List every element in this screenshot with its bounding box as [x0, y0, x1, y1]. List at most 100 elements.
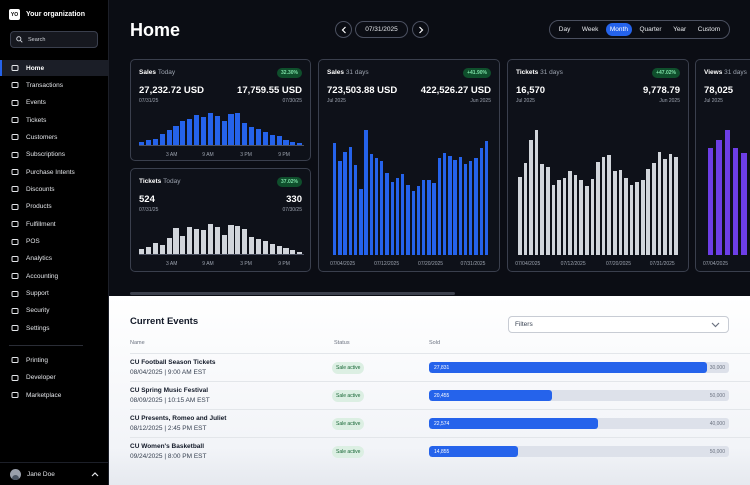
current-events-section: Current Events Filters Name Status Sold … [109, 296, 750, 485]
horizontal-scrollbar[interactable] [130, 292, 455, 295]
user-menu[interactable]: Jane Doe [0, 462, 108, 485]
column-header-status[interactable]: Status [334, 340, 350, 346]
sidebar-item-home[interactable]: Home [0, 60, 108, 76]
chart-bar [283, 139, 289, 145]
next-date-button[interactable] [412, 21, 429, 38]
sidebar-item-events[interactable]: Events [0, 95, 108, 111]
prev-date-button[interactable] [335, 21, 352, 38]
tickets-31-days-card[interactable]: Tickets 31 days +47.02% 16,570 9,778.79 … [507, 59, 689, 272]
chart-bar [166, 129, 172, 145]
sidebar-item-tickets[interactable]: Tickets [0, 112, 108, 128]
sidebar-item-pos[interactable]: POS [0, 234, 108, 250]
search-input[interactable]: Search [10, 31, 98, 48]
sidebar-item-customers[interactable]: Customers [0, 129, 108, 145]
table-row[interactable]: CU Spring Music Festival 08/09/2025 | 10:… [130, 381, 750, 409]
column-header-name[interactable]: Name [130, 340, 145, 346]
sidebar-item-label: Security [26, 307, 50, 315]
column-header-sold[interactable]: Sold [429, 340, 441, 346]
sidebar-item-developer[interactable]: Developer [0, 370, 108, 386]
chart-bar [458, 157, 462, 255]
chart-bar [380, 160, 384, 255]
range-month[interactable]: Month [605, 23, 632, 36]
current-date: Jul 2025 [704, 98, 723, 104]
views-31-days-card[interactable]: Views 31 days 78,025 Jul 2025 07/04/2025 [695, 59, 750, 272]
sidebar-item-label: POS [26, 238, 40, 245]
icon-wrap [11, 356, 19, 364]
section-title: Current Events [130, 316, 199, 327]
sidebar-item-purchase-intents[interactable]: Purchase Intents [0, 164, 108, 180]
range-day[interactable]: Day [558, 26, 571, 33]
chart-bar [395, 178, 400, 255]
date-picker[interactable]: 07/31/2025 [355, 21, 408, 38]
pos-icon [11, 238, 19, 245]
chart-bar [200, 229, 207, 254]
sidebar-item-support[interactable]: Support [0, 286, 108, 302]
sales-31-days-card[interactable]: Sales 31 days +41.90% 723,503.88 USD 422… [318, 59, 500, 272]
event-name[interactable]: CU Football Season Tickets [130, 359, 216, 366]
chart-bar [573, 175, 578, 255]
box-icon [11, 203, 19, 210]
org-switcher[interactable]: YO Your organization [9, 9, 85, 20]
icon-wrap [11, 272, 19, 280]
status-badge: Sale active [332, 362, 365, 374]
icon-wrap [11, 255, 19, 263]
chart-bar [518, 177, 522, 255]
compare-value: 422,526.27 USD [420, 85, 491, 96]
chart-bar [442, 153, 447, 255]
chart-bar [523, 163, 528, 255]
sidebar-item-discounts[interactable]: Discounts [0, 181, 108, 197]
range-quarter[interactable]: Quarter [639, 26, 662, 33]
sidebar-item-security[interactable]: Security [0, 303, 108, 319]
sidebar-item-accounting[interactable]: Accounting [0, 268, 108, 284]
tickets-today-card[interactable]: Tickets Today 37.02% 524 330 07/31/25 07… [130, 168, 311, 272]
table-row[interactable]: CU Presents, Romeo and Juliet 08/12/2025 … [130, 409, 750, 437]
users-icon [11, 134, 19, 141]
sidebar-item-fulfillment[interactable]: Fulfillment [0, 216, 108, 232]
sold-progress-fill: 14,855 [429, 446, 519, 457]
icon-wrap [11, 151, 19, 159]
sold-progress-fill: 27,831 [429, 362, 708, 373]
change-badge: 32.30% [277, 68, 302, 78]
x-axis-tick: 9 PM [278, 261, 290, 267]
sidebar-item-marketplace[interactable]: Marketplace [0, 387, 108, 403]
chart-bar [596, 162, 600, 255]
event-name[interactable]: CU Spring Music Festival [130, 387, 209, 394]
sidebar-item-settings[interactable]: Settings [0, 320, 108, 336]
card-title: Sales 31 days [327, 69, 369, 76]
chart-bar [579, 179, 584, 255]
chart-bar [469, 160, 473, 255]
sidebar-item-label: Analytics [26, 255, 53, 263]
user-name: Jane Doe [27, 470, 55, 478]
sold-progress-fill: 20,455 [429, 390, 552, 401]
sales-today-chart [139, 112, 304, 146]
x-axis-tick: 07/20/2025 [605, 261, 631, 267]
event-name[interactable]: CU Presents, Romeo and Juliet [130, 415, 227, 422]
filters-dropdown[interactable]: Filters [508, 316, 729, 333]
table-row[interactable]: CU Football Season Tickets 08/04/2025 | 9… [130, 353, 750, 381]
current-value: 524 [139, 194, 155, 205]
event-name[interactable]: CU Women's Basketball [130, 443, 205, 450]
chart-bar [276, 245, 282, 254]
sidebar: YO Your organization Search Home Transact… [0, 0, 109, 485]
sales-today-card[interactable]: Sales Today 32.30% 27,232.72 USD 17,759.… [130, 59, 311, 161]
chart-bar [262, 240, 268, 254]
lock-icon [11, 307, 19, 314]
chart-bar [353, 164, 358, 255]
sidebar-item-subscriptions[interactable]: Subscriptions [0, 147, 108, 163]
chart-bar [416, 185, 421, 255]
sales-31-days-chart [333, 124, 490, 255]
x-axis-tick: 07/04/2025 [703, 261, 729, 267]
card-title: Tickets 31 days [516, 69, 563, 76]
sidebar-item-products[interactable]: Products [0, 199, 108, 215]
sidebar-item-transactions[interactable]: Transactions [0, 77, 108, 93]
wrench-icon [11, 374, 19, 381]
range-custom[interactable]: Custom [697, 26, 721, 33]
compare-value: 9,778.79 [643, 85, 680, 96]
sidebar-item-analytics[interactable]: Analytics [0, 251, 108, 267]
sidebar-item-label: Events [26, 99, 46, 107]
sidebar-item-printing[interactable]: Printing [0, 352, 108, 368]
range-year[interactable]: Year [673, 26, 687, 33]
table-row[interactable]: CU Women's Basketball 09/24/2025 | 8:00 P… [130, 437, 750, 465]
range-week[interactable]: Week [581, 26, 599, 33]
chart-bar [180, 235, 186, 254]
